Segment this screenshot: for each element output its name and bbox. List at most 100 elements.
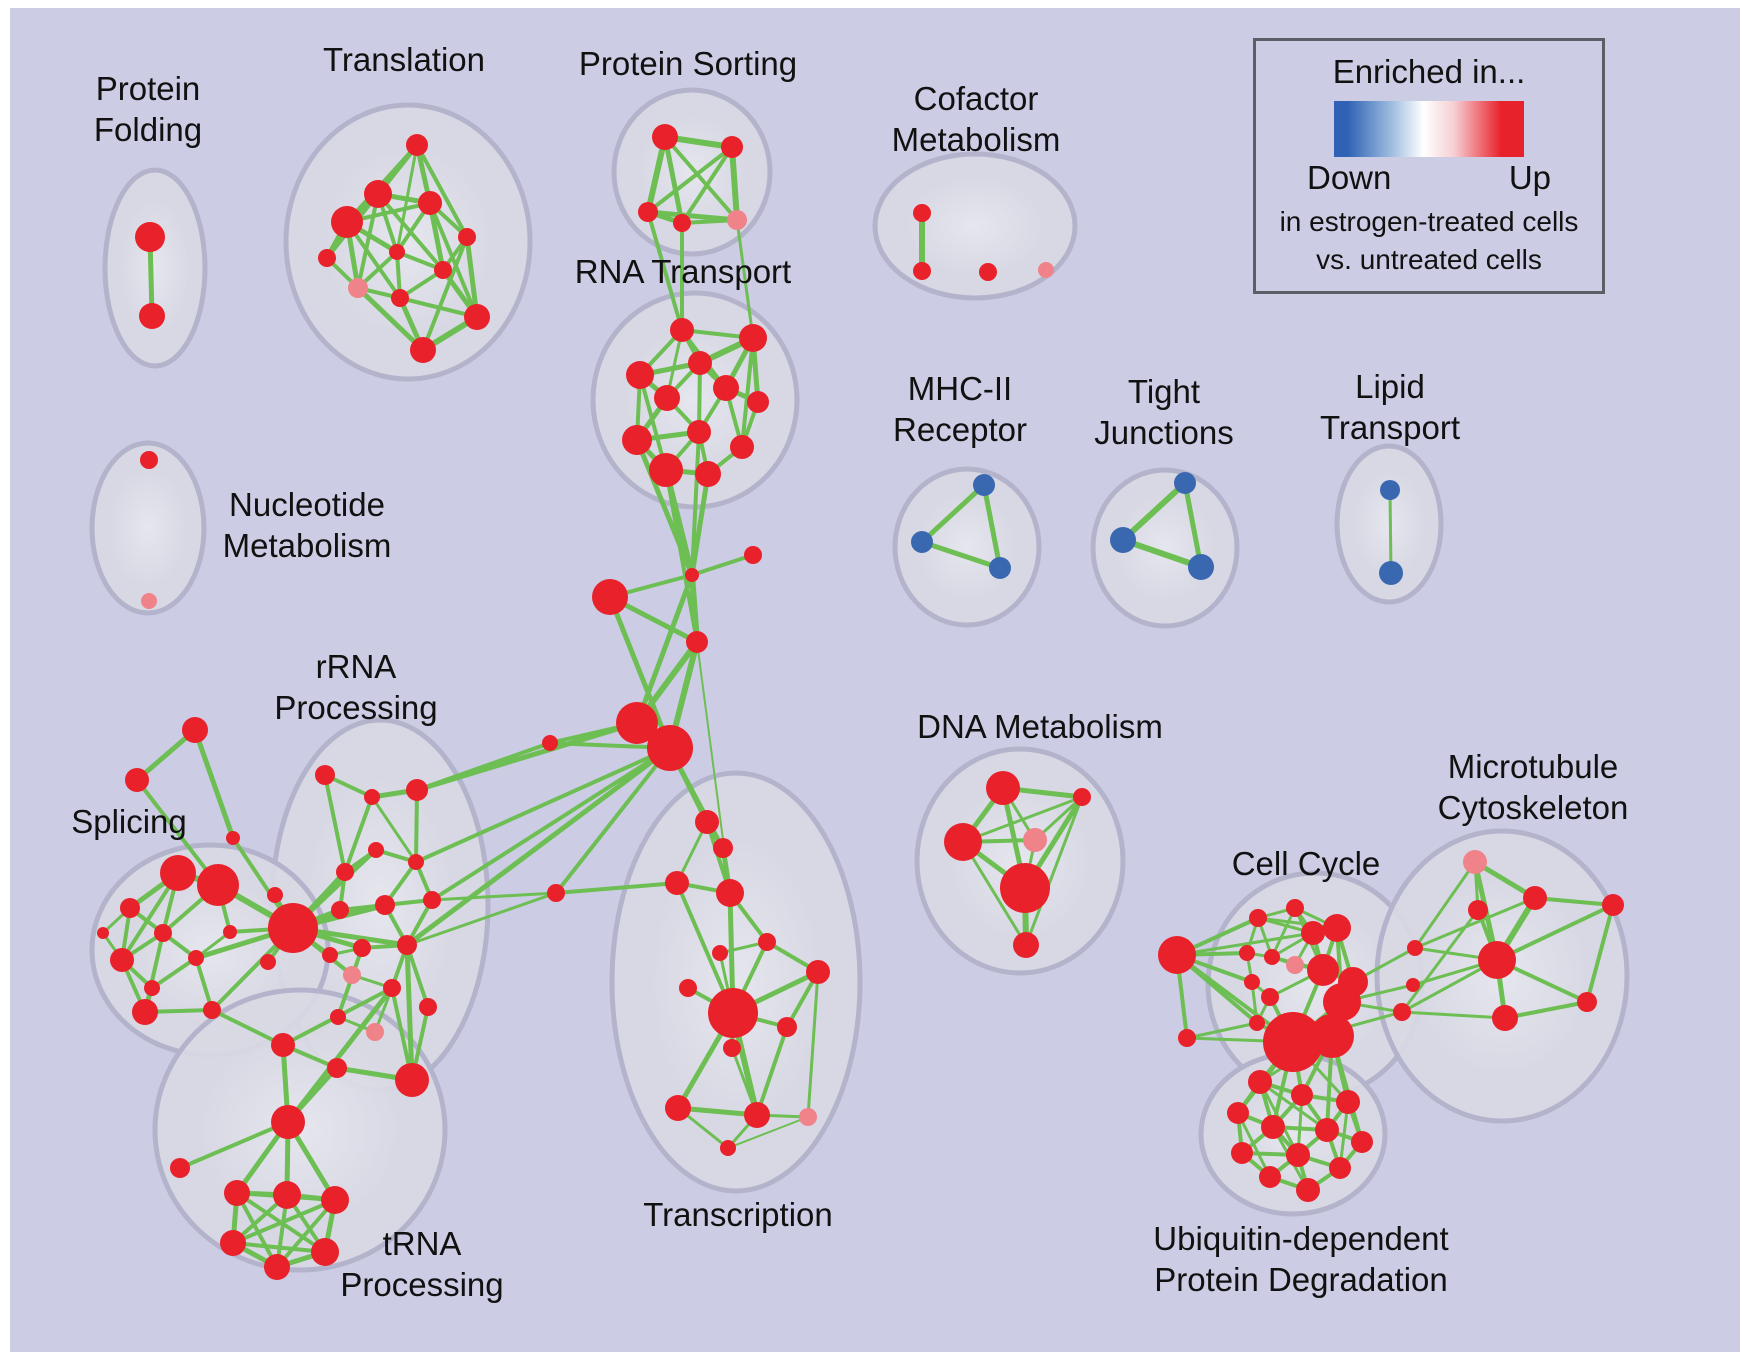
node-kiso: [170, 1158, 190, 1178]
node-nm2: [141, 593, 157, 609]
node-rr20: [330, 1009, 346, 1025]
node-k4: [220, 1230, 246, 1256]
node-s9: [97, 927, 109, 939]
cluster-label-ubiquitin-degradation: Ubiquitin-dependent: [1153, 1220, 1448, 1257]
cluster-label-trna-processing: tRNA: [383, 1225, 462, 1262]
edge-p2-p5: [729, 144, 740, 223]
node-rr7: [267, 887, 283, 903]
edge-t2-t8: [356, 192, 380, 290]
cluster-label-protein-folding: Folding: [94, 111, 202, 148]
node-khub: [271, 1105, 305, 1139]
node-ch5: [616, 702, 658, 744]
node-s7: [144, 980, 160, 996]
cluster-label-microtubule-cytoskeleton: Cytoskeleton: [1438, 789, 1629, 826]
edge-k1-k6: [235, 1191, 279, 1269]
node-rhub: [268, 903, 318, 953]
cluster-ellipse-protein-folding: [102, 167, 208, 369]
node-r2: [739, 324, 767, 352]
node-d5: [1000, 863, 1050, 913]
node-rr18: [366, 1023, 384, 1041]
node-t4: [418, 191, 442, 215]
cluster-label-protein-folding: Protein: [96, 70, 201, 107]
node-ch9: [547, 884, 565, 902]
node-mt2: [1523, 886, 1547, 910]
legend-scale: Down Up: [1307, 159, 1551, 197]
cluster-label-mhc-ii-receptor: MHC-II: [908, 370, 1012, 407]
edge-p1-p4: [662, 134, 685, 226]
node-ch7: [542, 735, 558, 751]
node-rr3: [406, 779, 428, 801]
node-d3: [944, 823, 982, 861]
edge-s6-s7: [150, 956, 198, 990]
node-cc4: [1323, 914, 1351, 942]
node-tx6: [712, 945, 728, 961]
node-rrL2: [327, 1058, 347, 1078]
cluster-label-mhc-ii-receptor: Receptor: [893, 411, 1027, 448]
node-cc12: [1249, 1015, 1265, 1031]
node-ccG: [1263, 1012, 1323, 1072]
edge-tx7-tx14: [806, 970, 820, 1119]
node-ch6: [647, 725, 693, 771]
node-mt3: [1468, 900, 1488, 920]
cluster-ellipse-nucleotide-metabolism: [89, 440, 207, 616]
node-r8: [622, 425, 652, 455]
node-t11: [410, 337, 436, 363]
edge-rr3-rr6: [414, 788, 419, 864]
node-cc15: [1406, 978, 1420, 992]
node-st3: [226, 831, 240, 845]
node-lt1: [1380, 480, 1400, 500]
node-ccb: [1178, 1029, 1196, 1047]
node-rr10: [423, 891, 441, 909]
node-cc13: [1323, 983, 1361, 1021]
edge-tj1-tj2: [1120, 480, 1188, 543]
node-mt1: [1463, 850, 1487, 874]
node-s6: [188, 950, 204, 966]
edge-t8-t11: [355, 285, 426, 353]
node-tj1: [1174, 472, 1196, 494]
node-d6: [1013, 932, 1039, 958]
cluster-label-splicing: Splicing: [71, 803, 187, 840]
edge-rr6-ch6: [414, 746, 672, 864]
node-tx9: [708, 988, 758, 1038]
edge-ch9-tx3: [554, 881, 679, 895]
legend-down-label: Down: [1307, 159, 1392, 196]
edge-ch6-ch9: [554, 746, 672, 895]
edge-tj1-tj3: [1182, 480, 1204, 570]
node-r7: [747, 391, 769, 413]
node-rrL3: [395, 1063, 429, 1097]
edge-r9-ch1: [690, 430, 701, 577]
node-tj3: [1188, 554, 1214, 580]
node-cc11: [1261, 988, 1279, 1006]
node-rr2: [364, 789, 380, 805]
edge-mh1-mh3: [981, 482, 1003, 571]
edge-cc14-mt2: [1413, 896, 1537, 950]
edge-r12-ch1: [689, 471, 711, 578]
edge-d2-d6: [1024, 795, 1084, 947]
node-t5: [458, 228, 476, 246]
edge-p2-p3: [646, 145, 734, 214]
node-st2: [125, 768, 149, 792]
cluster-label-translation: Translation: [323, 41, 485, 78]
edge-ch6-rr10: [430, 746, 672, 902]
node-r1: [670, 318, 694, 342]
edge-mh1-mh2: [919, 482, 987, 545]
edge-khub-kiso: [178, 1120, 290, 1170]
node-mtB: [1478, 941, 1516, 979]
node-t2: [364, 180, 392, 208]
node-u10: [1329, 1157, 1351, 1179]
edge-mt4-mt5: [1585, 903, 1615, 1004]
legend-title: Enriched in...: [1332, 53, 1526, 90]
node-c1: [913, 204, 931, 222]
node-k3: [321, 1186, 349, 1214]
node-rr11: [322, 947, 338, 963]
cluster-label-lipid-transport: Transport: [1320, 409, 1460, 446]
node-t9: [391, 289, 409, 307]
node-tx2: [713, 838, 733, 858]
node-t1: [406, 134, 428, 156]
edge-p2-p4: [680, 145, 734, 225]
node-rr1: [315, 765, 335, 785]
edge-mt2-mt4: [1533, 896, 1615, 907]
node-p4: [673, 214, 691, 232]
cluster-label-lipid-transport: Lipid: [1355, 368, 1425, 405]
node-cc1: [1249, 909, 1267, 927]
